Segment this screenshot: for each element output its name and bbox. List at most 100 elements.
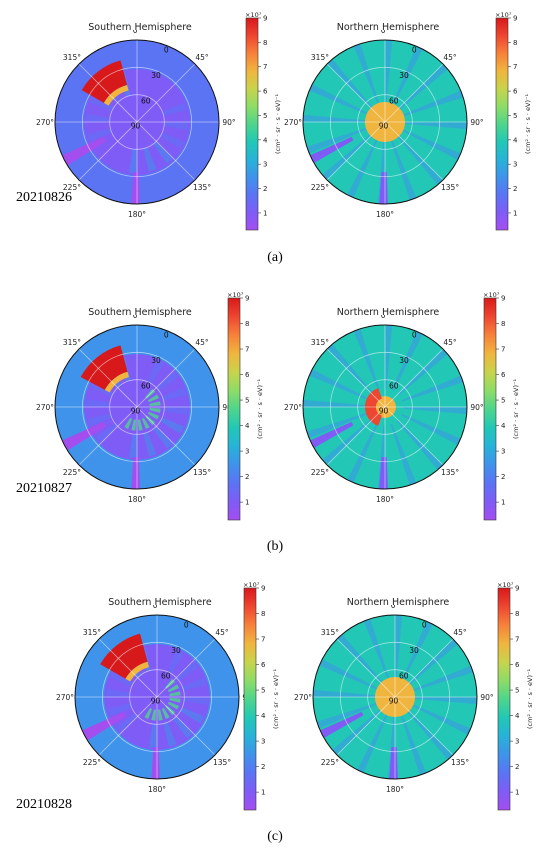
flux-streak — [109, 670, 134, 687]
polar-patch — [147, 394, 159, 403]
radial-tick-label: 30 — [399, 356, 409, 365]
flux-streak — [85, 399, 111, 407]
angle-tick-label: 315° — [63, 338, 81, 347]
angle-tick-label: 0° — [133, 315, 142, 320]
angle-tick-label: 225° — [311, 468, 329, 477]
colorbar-tick-label: 6 — [245, 371, 250, 379]
grid-spoke — [136, 121, 196, 181]
colorbar-tick-label: 3 — [261, 738, 265, 746]
angle-tick-label: 45° — [195, 53, 209, 62]
flux-spoke — [390, 138, 417, 201]
angle-tick-label: 180° — [386, 785, 404, 794]
flux-spoke — [353, 328, 380, 391]
colorbar-unit-label: (cm² · sr · s · eV)⁻¹ — [256, 379, 264, 440]
polar-patch — [151, 709, 157, 721]
colorbar-scale-label: ×10⁷ — [243, 581, 260, 589]
panel-a: Southern Hemisphere 0° 45° 90° 135° 180° 225°… — [0, 0, 550, 265]
low-flux-wedge — [310, 136, 354, 163]
radial-tick-label: 90 — [151, 697, 161, 706]
angle-tick-label: 315° — [311, 338, 329, 347]
flux-spoke — [385, 40, 393, 104]
colorbar-tick-label: 1 — [513, 209, 517, 217]
low-flux-wedge — [62, 136, 107, 166]
colorbar-scale-label: ×10⁷ — [227, 291, 244, 299]
plot-title: Northern Hemisphere — [336, 22, 440, 33]
colorbar-tick-label: 5 — [245, 397, 249, 405]
grid-spoke — [326, 348, 386, 408]
colorbar-tick-label: 4 — [501, 422, 506, 430]
colorbar-tick-label: 7 — [501, 346, 505, 354]
angle-tick-label: 270° — [36, 118, 54, 127]
colorbar-tick-label: 4 — [261, 712, 266, 720]
colorbar-tick-label: 7 — [245, 346, 249, 354]
colorbar-gradient — [245, 17, 259, 231]
radial-tick-label: 60 — [389, 96, 399, 105]
colorbar-northern-b: 1 2 3 4 5 6 7 8 9×10⁷ (cm² · sr · s · eV)⁻¹ — [483, 291, 520, 521]
angle-tick-label: 270° — [284, 118, 302, 127]
colorbar-tick-label: 5 — [515, 687, 519, 695]
flux-streak — [156, 370, 179, 391]
angle-tick-label: 90° — [480, 693, 494, 702]
angle-tick-label: 270° — [294, 693, 312, 702]
grid-spoke — [78, 121, 138, 181]
grid-spoke — [78, 348, 138, 408]
flux-spoke — [332, 708, 383, 755]
radial-tick-label: 30 — [171, 646, 181, 655]
flux-streak — [143, 147, 157, 172]
flux-streak — [162, 102, 187, 116]
colorbar-tick-label: 6 — [501, 371, 506, 379]
radial-tick-label: 30 — [151, 71, 161, 80]
colorbar-unit-label: (cm² · sr · s · eV)⁻¹ — [274, 94, 282, 155]
plot-border — [74, 614, 240, 780]
flux-spoke — [303, 399, 367, 407]
flux-streak — [130, 720, 147, 745]
colorbar-tick-label: 1 — [515, 789, 519, 797]
colorbar-gradient — [483, 297, 497, 521]
grid-spoke — [136, 406, 196, 466]
flux-streak — [182, 677, 207, 691]
angle-tick-label: 0° — [381, 315, 390, 320]
flux-spoke — [403, 122, 467, 130]
flux-streak — [153, 141, 174, 164]
colorbar-tick-label: 6 — [261, 661, 266, 669]
plot-title: Northern Hemisphere — [336, 307, 440, 318]
radial-tick-label: 0 — [422, 621, 427, 630]
grid-spoke — [78, 63, 138, 123]
angle-tick-label: 315° — [321, 628, 339, 637]
angle-tick-label: 45° — [453, 628, 467, 637]
flux-spoke — [407, 639, 458, 686]
flux-streak — [115, 713, 138, 734]
colorbar-tick-label: 1 — [261, 789, 265, 797]
colorbar-northern-a: 1 2 3 4 5 6 7 8 9×10⁷ (cm² · sr · s · eV)⁻¹ — [495, 11, 532, 231]
flux-spoke — [411, 703, 471, 735]
hotspot-edge — [125, 661, 149, 682]
flux-streak — [183, 697, 209, 705]
flux-streak — [137, 355, 145, 381]
plot-title: Southern Hemisphere — [88, 22, 192, 33]
angle-tick-label: 0° — [391, 605, 400, 610]
angle-tick-label: 315° — [63, 53, 81, 62]
flux-spoke — [396, 134, 443, 185]
angle-tick-label: 315° — [311, 53, 329, 62]
colorbar-tick-label: 3 — [515, 738, 519, 746]
flux-spoke — [327, 344, 374, 395]
radial-tick-label: 0 — [164, 331, 169, 340]
colorbar-unit-label: (cm² · sr · s · eV)⁻¹ — [512, 379, 520, 440]
radial-tick-label: 0 — [412, 331, 417, 340]
colorbar-tick-label: 9 — [245, 295, 249, 303]
flux-spoke — [322, 133, 373, 180]
polar-patch — [157, 709, 163, 721]
colorbar-tick-label: 3 — [513, 161, 517, 169]
flux-spoke — [319, 659, 379, 691]
grid-spoke — [156, 638, 216, 698]
angle-tick-label: 135° — [441, 468, 459, 477]
colorbar-tick-label: 5 — [261, 687, 265, 695]
grid-spoke — [156, 696, 216, 756]
flux-streak — [95, 423, 118, 444]
angle-tick-label: 45° — [443, 338, 457, 347]
date-label: 20210827 — [16, 481, 72, 496]
angle-tick-label: 135° — [441, 183, 459, 192]
angle-tick-label: 225° — [83, 758, 101, 767]
